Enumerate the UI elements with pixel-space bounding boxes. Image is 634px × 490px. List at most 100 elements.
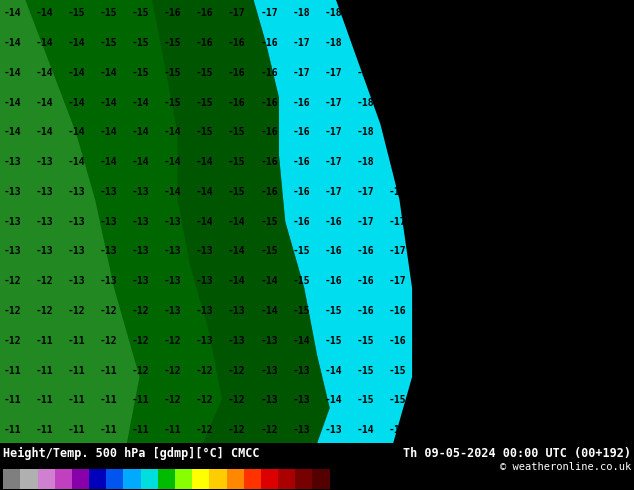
Text: -19: -19 xyxy=(612,217,630,227)
Text: -18: -18 xyxy=(548,306,566,316)
Text: -14: -14 xyxy=(68,98,86,108)
Text: -17: -17 xyxy=(517,366,534,376)
Text: -21: -21 xyxy=(517,38,534,48)
Text: -20: -20 xyxy=(484,38,502,48)
Text: -16: -16 xyxy=(388,306,406,316)
Bar xyxy=(20,468,37,489)
Text: -12: -12 xyxy=(132,336,150,346)
Text: -15: -15 xyxy=(68,8,86,18)
Text: -12: -12 xyxy=(100,336,117,346)
Text: -18: -18 xyxy=(484,306,502,316)
Text: -15: -15 xyxy=(228,187,246,197)
Text: -18: -18 xyxy=(517,395,534,405)
Text: -13: -13 xyxy=(100,187,117,197)
Text: -15: -15 xyxy=(164,98,182,108)
Text: -18: -18 xyxy=(388,68,406,78)
Text: -20: -20 xyxy=(612,127,630,137)
Text: -17: -17 xyxy=(517,425,534,435)
Text: -13: -13 xyxy=(164,276,182,286)
Text: -14: -14 xyxy=(100,157,117,167)
Text: -12: -12 xyxy=(228,425,246,435)
Text: -16: -16 xyxy=(164,8,182,18)
Text: -17: -17 xyxy=(292,68,310,78)
Text: -11: -11 xyxy=(68,366,86,376)
Text: -15: -15 xyxy=(292,246,310,256)
Text: -15: -15 xyxy=(260,246,278,256)
Bar xyxy=(141,468,158,489)
Text: -13: -13 xyxy=(100,246,117,256)
Text: -14: -14 xyxy=(356,425,374,435)
Text: -19: -19 xyxy=(420,157,438,167)
Text: -11: -11 xyxy=(100,395,117,405)
Text: -18: -18 xyxy=(612,336,630,346)
Text: -12: -12 xyxy=(4,336,22,346)
Text: -13: -13 xyxy=(260,366,278,376)
Text: -18: -18 xyxy=(548,366,566,376)
Text: -15: -15 xyxy=(260,217,278,227)
Text: -11: -11 xyxy=(36,336,53,346)
Text: -20: -20 xyxy=(548,98,566,108)
Text: -17: -17 xyxy=(388,246,406,256)
Text: -20: -20 xyxy=(581,68,598,78)
Text: -15: -15 xyxy=(228,127,246,137)
Text: -19: -19 xyxy=(420,68,438,78)
Text: -14: -14 xyxy=(36,98,53,108)
Text: -15: -15 xyxy=(420,425,438,435)
Text: -19: -19 xyxy=(484,157,502,167)
Text: -14: -14 xyxy=(36,68,53,78)
Bar xyxy=(158,468,175,489)
Text: -12: -12 xyxy=(196,366,214,376)
Text: -13: -13 xyxy=(260,395,278,405)
Text: -13: -13 xyxy=(132,217,150,227)
Text: -13: -13 xyxy=(132,246,150,256)
Text: -19: -19 xyxy=(420,38,438,48)
Text: -15: -15 xyxy=(388,366,406,376)
Text: -13: -13 xyxy=(68,217,86,227)
Text: -13: -13 xyxy=(196,246,214,256)
Bar xyxy=(175,468,192,489)
Text: -19: -19 xyxy=(581,306,598,316)
Text: -19: -19 xyxy=(581,246,598,256)
Text: -14: -14 xyxy=(4,127,22,137)
Text: -19: -19 xyxy=(548,246,566,256)
Text: -13: -13 xyxy=(228,306,246,316)
Text: -20: -20 xyxy=(484,8,502,18)
Text: -15: -15 xyxy=(356,395,374,405)
Text: -20: -20 xyxy=(581,127,598,137)
Text: © weatheronline.co.uk: © weatheronline.co.uk xyxy=(500,462,631,472)
Text: -16: -16 xyxy=(228,98,246,108)
Text: -18: -18 xyxy=(581,336,598,346)
Text: -19: -19 xyxy=(452,127,470,137)
Text: -14: -14 xyxy=(4,68,22,78)
Text: -19: -19 xyxy=(388,8,406,18)
Text: -16: -16 xyxy=(292,98,310,108)
Text: Th 09-05-2024 00:00 UTC (00+192): Th 09-05-2024 00:00 UTC (00+192) xyxy=(403,447,631,460)
Text: -15: -15 xyxy=(324,336,342,346)
Text: -21: -21 xyxy=(517,8,534,18)
Text: -13: -13 xyxy=(132,187,150,197)
Text: -13: -13 xyxy=(292,395,310,405)
Text: -12: -12 xyxy=(260,425,278,435)
Text: -19: -19 xyxy=(484,217,502,227)
Text: -17: -17 xyxy=(420,306,438,316)
Bar xyxy=(243,468,261,489)
Text: -19: -19 xyxy=(420,127,438,137)
Text: -20: -20 xyxy=(452,8,470,18)
Text: -19: -19 xyxy=(548,276,566,286)
Text: -13: -13 xyxy=(68,246,86,256)
Text: -15: -15 xyxy=(388,425,406,435)
Bar xyxy=(72,468,89,489)
Bar xyxy=(55,468,72,489)
Text: -19: -19 xyxy=(581,187,598,197)
Text: -20: -20 xyxy=(484,68,502,78)
Text: -17: -17 xyxy=(420,276,438,286)
Text: -12: -12 xyxy=(36,276,53,286)
Text: -20: -20 xyxy=(452,38,470,48)
Text: -19: -19 xyxy=(420,98,438,108)
Text: -13: -13 xyxy=(4,217,22,227)
Text: -15: -15 xyxy=(228,157,246,167)
Text: -14: -14 xyxy=(164,187,182,197)
Text: -18: -18 xyxy=(517,336,534,346)
Text: -14: -14 xyxy=(68,127,86,137)
Text: -11: -11 xyxy=(36,425,53,435)
